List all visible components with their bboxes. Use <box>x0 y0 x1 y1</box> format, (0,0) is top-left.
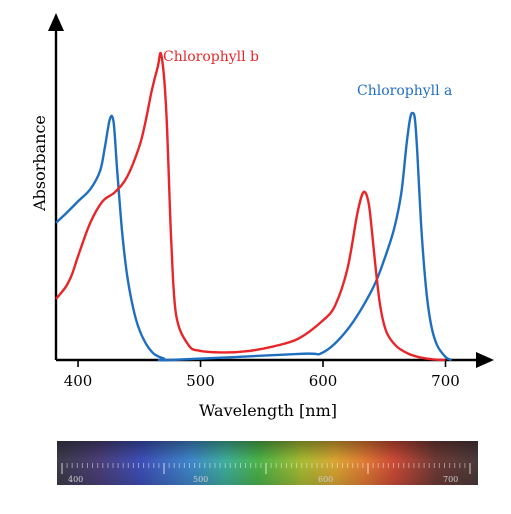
x-tick-label-600: 600 <box>309 372 338 390</box>
x-ticks: 400 500 600 700 <box>64 360 460 390</box>
series-line-chlorophyll-a <box>55 111 453 362</box>
spectrum-minor-ticks <box>61 463 471 474</box>
series-label-chlorophyll-b: Chlorophyll b <box>163 49 259 65</box>
spectrum-label-700: 700 <box>443 475 458 484</box>
series-label-chlorophyll-a: Chlorophyll a <box>357 83 452 99</box>
spectrum-label-500: 500 <box>193 475 208 484</box>
axes <box>48 13 494 368</box>
spectrum-label-400: 400 <box>68 475 83 484</box>
y-axis-title: Absorbance <box>30 115 49 212</box>
x-tick-label-700: 700 <box>431 372 460 390</box>
spectrum-shading <box>57 441 478 485</box>
visible-spectrum-bar: 400 500 600 700 <box>57 441 478 485</box>
x-tick-label-500: 500 <box>186 372 215 390</box>
x-axis-title: Wavelength [nm] <box>199 401 337 420</box>
spectrum-label-600: 600 <box>318 475 333 484</box>
series-lines <box>55 51 453 362</box>
series-line-chlorophyll-b <box>55 51 446 362</box>
x-axis-arrow <box>476 352 494 368</box>
y-axis-arrow <box>48 13 64 31</box>
x-tick-label-400: 400 <box>64 372 93 390</box>
